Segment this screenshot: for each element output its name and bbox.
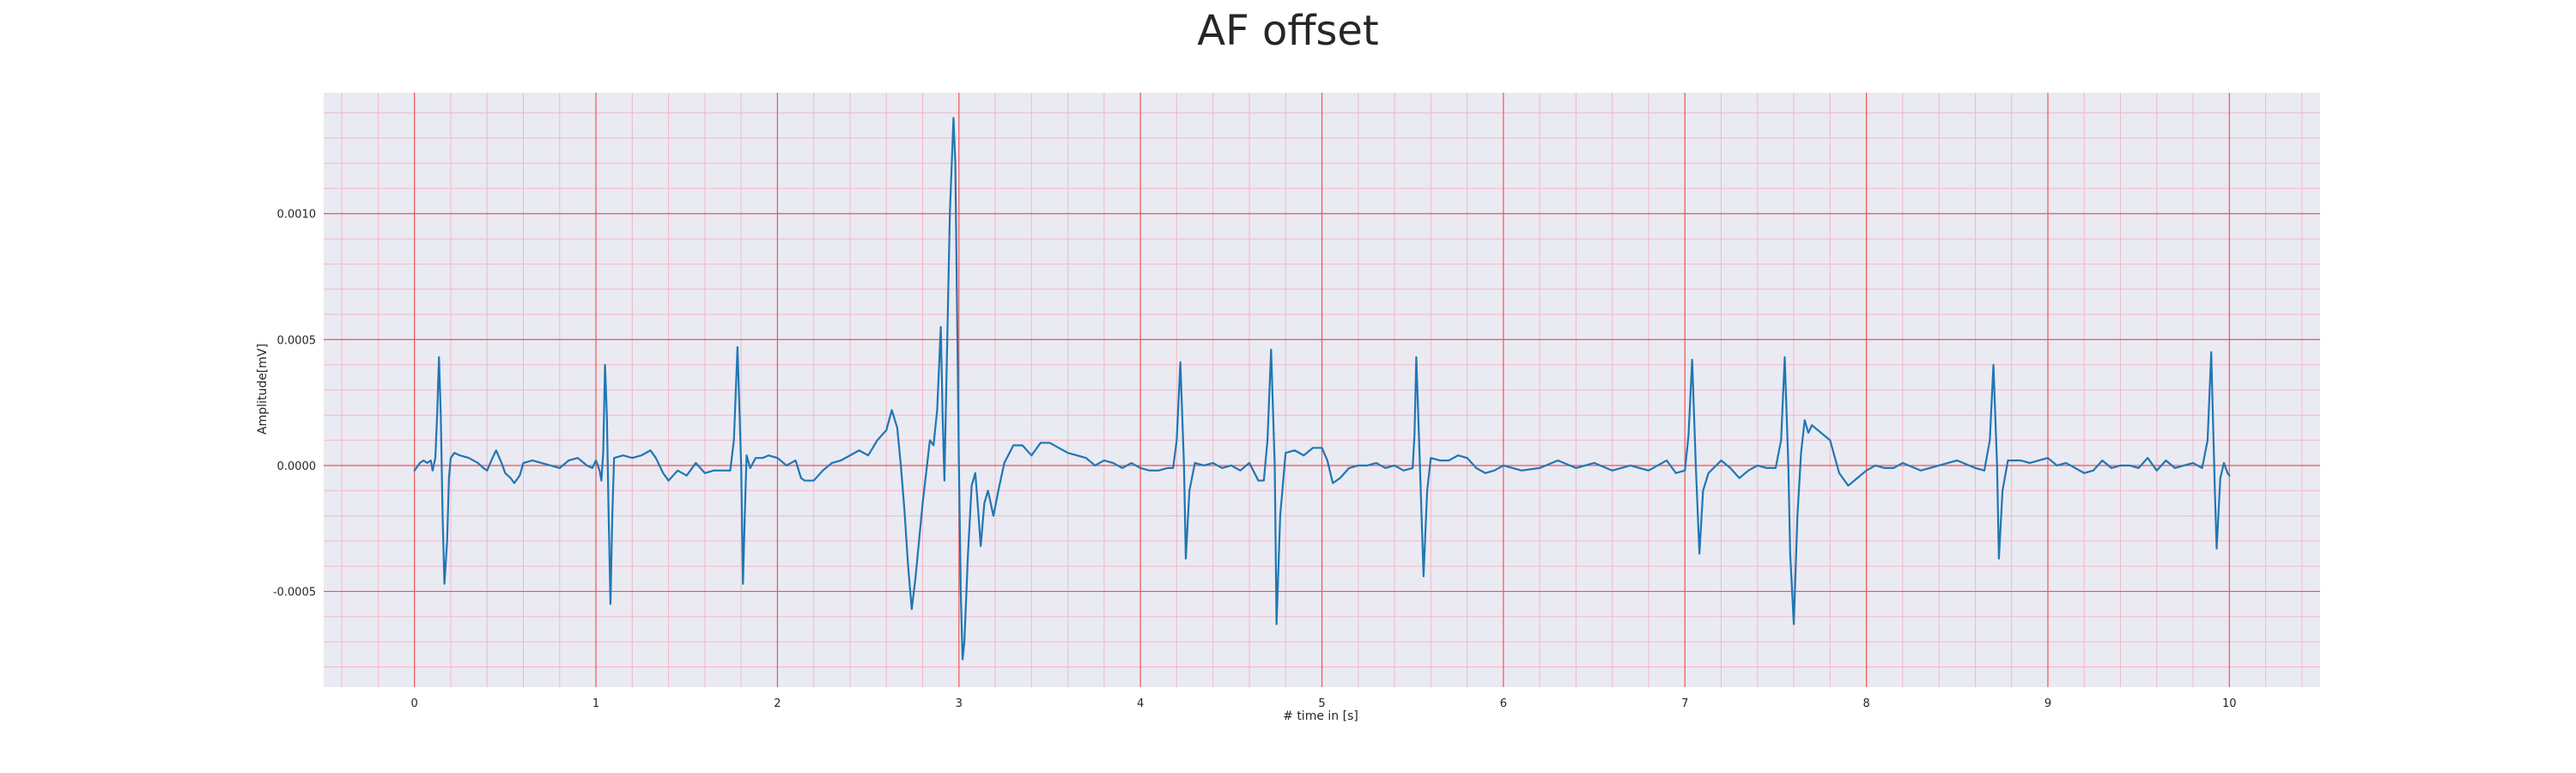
x-tick-label: 7 (1681, 697, 1688, 710)
chart-title: AF offset (1197, 7, 1379, 55)
y-tick-label: 0.0005 (277, 334, 317, 347)
series-layer (413, 117, 2231, 660)
x-tick-label: 3 (956, 697, 963, 710)
y-tick-label: -0.0005 (273, 587, 316, 600)
x-tick-label: 0 (411, 697, 418, 710)
x-tick-label: 6 (1500, 697, 1507, 710)
x-tick-label: 2 (774, 697, 781, 710)
x-tick-label: 8 (1862, 697, 1869, 710)
y-axis-ticks: -0.0005 0.0000 0.0005 0.0010 (273, 209, 316, 600)
x-tick-label: 9 (2044, 697, 2051, 710)
y-tick-label: 0.0010 (277, 209, 317, 222)
y-axis-label: Amplitude[mV] (256, 344, 270, 435)
ecg-series-line (413, 117, 2231, 660)
x-tick-label: 5 (1318, 697, 1325, 710)
x-axis-label: # time in [s] (1283, 709, 1358, 723)
major-grid (324, 93, 2320, 687)
y-tick-label: 0.0000 (277, 460, 317, 473)
x-tick-label: 4 (1137, 697, 1144, 710)
x-axis-ticks: 0 1 2 3 4 5 6 7 8 9 10 (411, 697, 2237, 710)
x-tick-label: 1 (592, 697, 599, 710)
x-tick-label: 10 (2222, 697, 2237, 710)
